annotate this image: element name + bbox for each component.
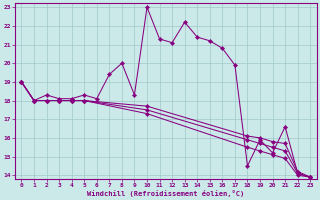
- X-axis label: Windchill (Refroidissement éolien,°C): Windchill (Refroidissement éolien,°C): [87, 190, 244, 197]
